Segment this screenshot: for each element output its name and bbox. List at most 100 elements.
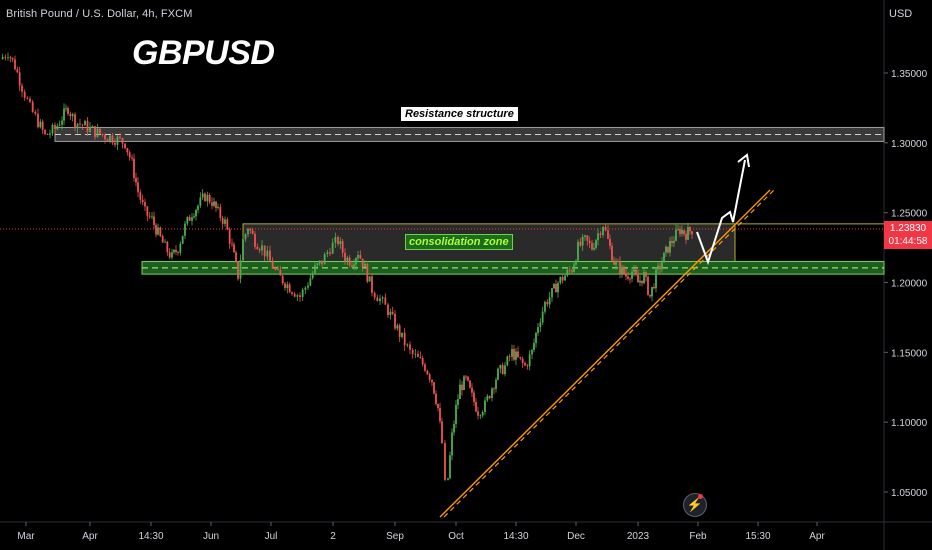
candle-body [647,276,649,295]
candle-body [568,269,571,271]
resistance-label[interactable]: Resistance structure [400,106,519,122]
candle-body [424,364,426,371]
candle-body [318,260,321,264]
candle-body [228,229,231,244]
candle-body [141,199,144,203]
candle-body [94,126,96,137]
candle-body [613,260,615,265]
candle-body [373,292,376,298]
candle-body [171,252,173,258]
candle-body [329,252,331,254]
candle-body [417,353,419,357]
candle-body [387,304,389,316]
candle-body [439,408,441,422]
x-tick-label: 14:30 [503,531,528,542]
x-tick-label: Jul [265,531,278,542]
candle-body [508,356,511,358]
candle-body [469,380,471,388]
x-tick-label: 15:30 [745,531,770,542]
candle-body [23,91,26,98]
candle-body [419,356,422,359]
alert-clock-icon[interactable]: ⚡ [683,493,707,517]
candle-body [309,278,312,286]
candle-body [116,136,119,145]
candle-body [659,265,661,270]
candle-body [323,254,326,265]
projection-arrowhead [737,153,750,168]
y-tick-label: 1.20000 [891,279,928,290]
candle-body [599,233,602,235]
candle-body [261,245,263,251]
candle-body [269,250,271,261]
candle-body [235,252,237,262]
x-tick-label: Jun [203,531,219,542]
candle-body [459,384,461,400]
candle-body [157,227,159,235]
candle-body [611,245,613,261]
candle-body [639,280,641,283]
candle-body [433,382,435,394]
candle-body [111,135,114,143]
candle-body [337,237,339,245]
candle-body [595,240,597,248]
candle-body [274,268,277,270]
candle-body [579,241,582,246]
candle-body [346,257,349,262]
candle-body [359,255,362,259]
candle-body [541,311,544,323]
candle-body [457,399,459,406]
candle-body [81,124,84,126]
candle-body [271,260,274,269]
candle-body [181,235,184,244]
candle-body [201,193,204,198]
candle-body [521,358,524,363]
candle-body [437,403,439,409]
candle-body [548,297,551,305]
candle-body [411,349,414,354]
candle-body [91,126,94,127]
candle-body [277,269,279,271]
currency-label: USD [889,8,913,20]
candle-body [69,113,72,117]
candle-body [637,274,639,283]
candle-body [74,114,76,129]
candle-body [615,260,617,265]
candle-body [161,236,164,243]
candle-body [683,230,685,234]
candle-body [215,201,217,208]
candle-body [501,365,504,375]
candle-body [551,288,553,298]
candle-body [444,443,446,480]
candle-body [504,365,506,375]
candle-body [499,365,502,369]
candle-body [621,266,623,274]
candle-body [307,285,309,288]
candle-body [673,240,675,243]
candle-body [311,273,314,279]
candle-body [233,244,235,253]
candle-body [376,297,379,302]
candle-body [619,261,621,274]
candle-body [559,276,562,283]
candle-body [535,332,537,343]
candle-body [406,344,409,346]
candle-body [353,264,355,267]
candle-body [96,128,99,137]
candle-body [488,396,491,399]
candle-body [643,272,645,284]
candle-body [49,133,51,135]
candle-body [546,301,549,305]
candle-body [256,246,259,250]
candle-body [564,275,566,281]
candle-body [577,241,579,261]
candle-body [528,354,531,367]
symbol-title[interactable]: British Pound / U.S. Dollar, 4h, FXCM [6,8,193,20]
candle-body [691,231,693,235]
candle-body [657,265,659,270]
candle-body [37,113,39,128]
x-tick-label: Dec [567,531,585,542]
candle-body [281,275,284,284]
consolidation-label[interactable]: consolidation zone [405,234,513,250]
x-tick-label: Oct [448,531,464,542]
